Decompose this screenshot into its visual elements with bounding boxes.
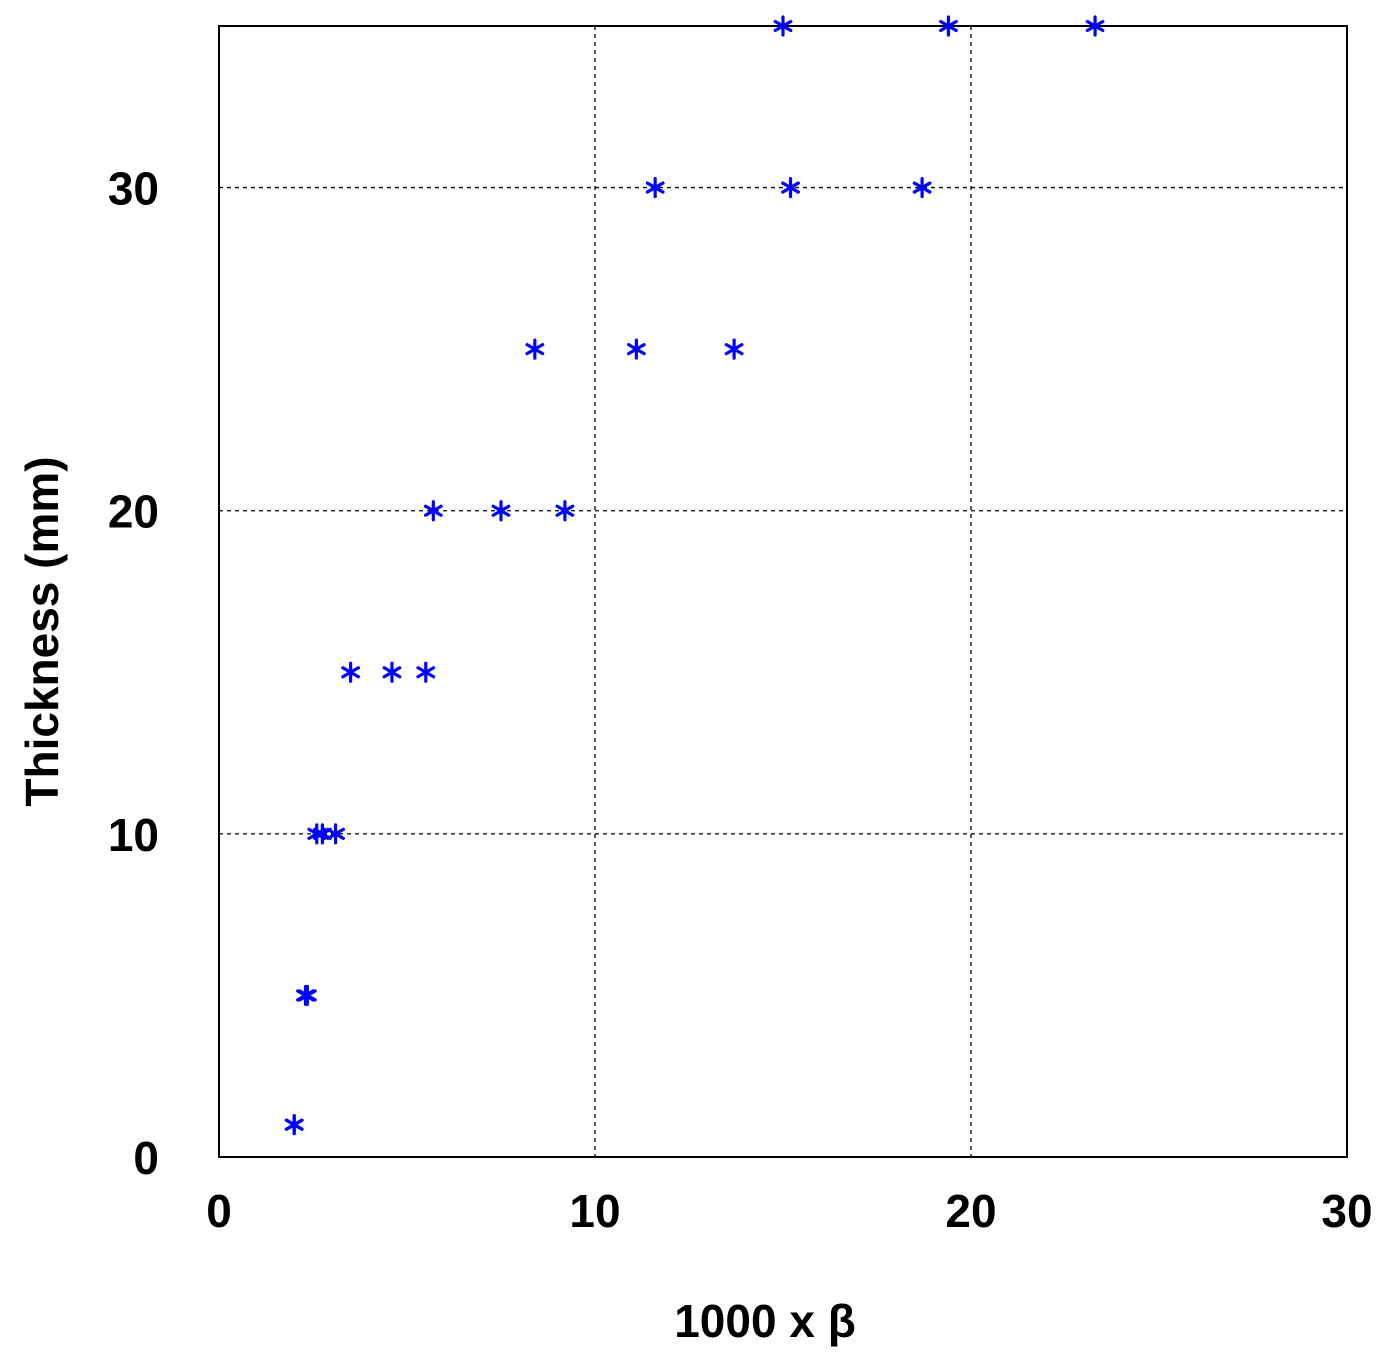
data-point [645,176,665,199]
y-tick-label: 0 [133,1132,159,1184]
data-point [555,500,575,522]
data-point [423,500,443,522]
x-axis-title: 1000 x β [674,1295,856,1347]
data-point [326,823,345,845]
data-point [297,984,317,1007]
y-tick-label: 20 [108,486,159,538]
data-point [341,661,360,683]
x-tick-label: 10 [569,1185,620,1237]
grid [219,26,1347,1157]
y-tick-label: 10 [108,809,159,861]
data-point [491,500,511,522]
data-point [382,661,402,683]
data-point [939,15,958,37]
data-point [781,176,800,199]
x-tick-label: 0 [206,1185,232,1237]
y-axis-title: Thickness (mm) [16,456,68,806]
x-tick-label: 30 [1321,1185,1372,1237]
data-point [1085,15,1105,37]
y-tick-label: 30 [108,163,159,215]
data-point [284,1114,304,1136]
data-point [724,338,744,360]
tick-labels: 0 10 20 30 0 10 20 30 [108,163,1373,1237]
plot-area [218,25,1348,1158]
data-point [626,338,646,360]
data-point [773,15,793,37]
data-point [525,338,545,360]
data-point [416,661,436,683]
data-point [912,176,932,199]
x-tick-label: 20 [945,1185,996,1237]
data-points [284,15,1105,1136]
